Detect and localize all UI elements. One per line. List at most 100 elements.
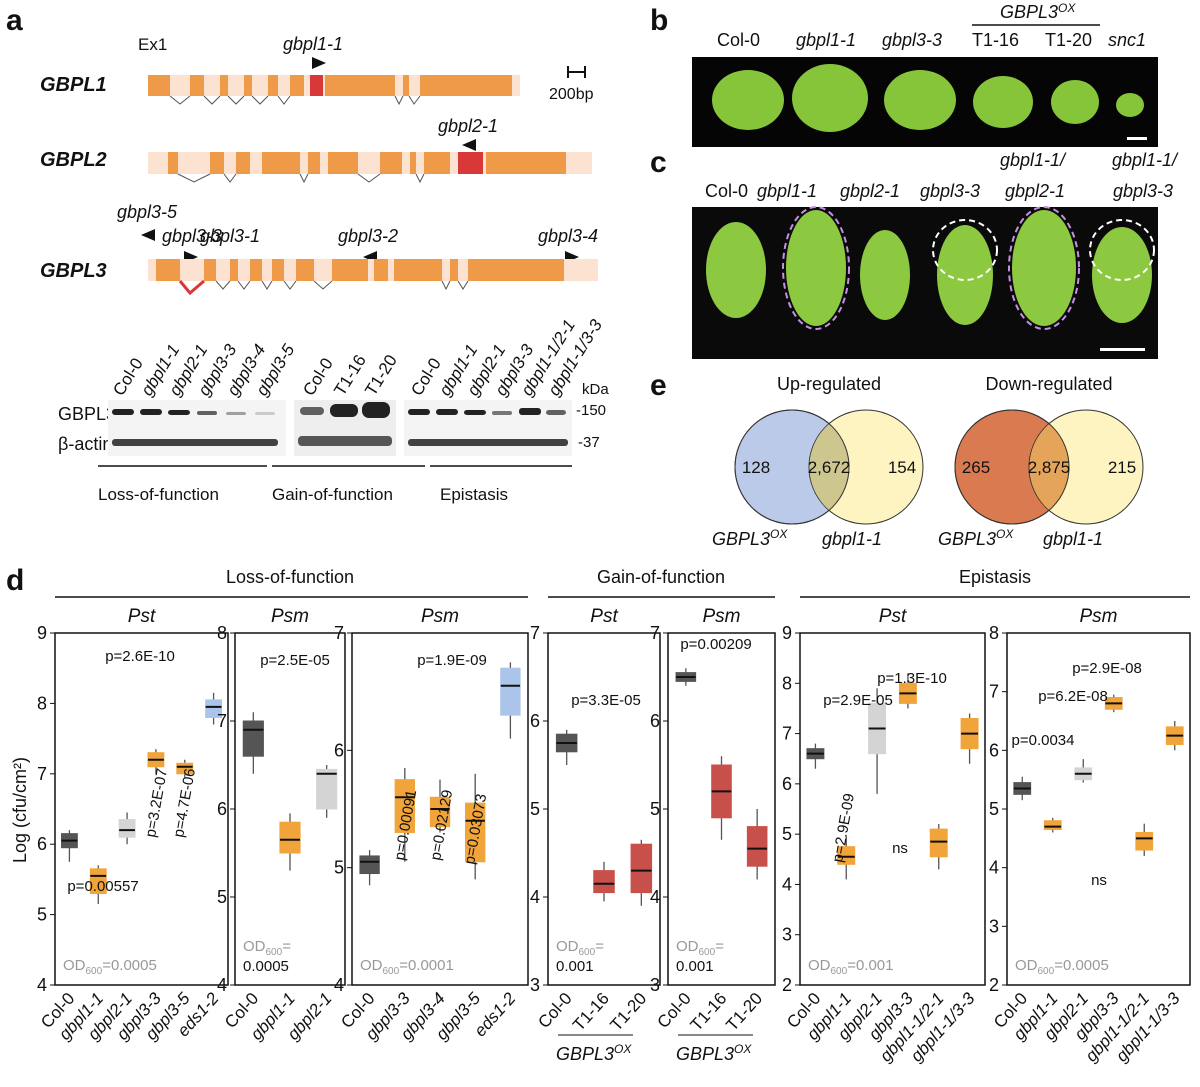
venn-count: 265 bbox=[962, 458, 990, 477]
od-sub: 600 bbox=[266, 947, 283, 958]
y-tick-label: 8 bbox=[217, 623, 227, 643]
box-chart: PsmCol-0gbpl1-1gbpl2-145678p=2.5E-05OD60… bbox=[217, 606, 346, 1044]
panel-c: gbpl1-1/ gbpl1-1/ Col-0 gbpl1-1 gbpl2-1 … bbox=[692, 150, 1179, 359]
footer-label: GBPL3OX bbox=[556, 1042, 632, 1064]
chart-title: Psm bbox=[1080, 606, 1118, 627]
footer-name: GBPL3 bbox=[676, 1044, 734, 1064]
od-value: = bbox=[282, 938, 291, 955]
box bbox=[118, 819, 136, 838]
y-tick-label: 4 bbox=[782, 874, 792, 894]
y-tick-label: 8 bbox=[37, 693, 47, 713]
annotation: p=1.9E-09 bbox=[417, 652, 487, 669]
set-label: gbpl1-1 bbox=[822, 529, 882, 549]
lane-label: Col-0 bbox=[299, 355, 337, 400]
y-tick-label: 5 bbox=[650, 799, 660, 819]
panel-label: d bbox=[6, 564, 24, 597]
plot-frame bbox=[799, 632, 986, 986]
gene-models: Ex1 200bp GBPL1 GBPL2 GBPL3 gbpl1-1 gbpl… bbox=[40, 34, 598, 296]
gene-name: GBPL3 bbox=[40, 260, 107, 282]
footer-sup: OX bbox=[734, 1042, 752, 1056]
y-tick-label: 5 bbox=[782, 824, 792, 844]
y-tick-label: 3 bbox=[989, 916, 999, 936]
annotation: p=2.6E-10 bbox=[105, 648, 175, 665]
od-value: 0.0005 bbox=[243, 958, 289, 975]
genotype-label: gbpl1-1/ bbox=[1000, 150, 1067, 170]
od-label: OD600= bbox=[676, 938, 724, 958]
box bbox=[279, 821, 301, 854]
y-tick-label: 3 bbox=[650, 975, 660, 995]
y-tick-label: 5 bbox=[989, 799, 999, 819]
od-value: =0.0005 bbox=[1054, 957, 1109, 974]
venn-title: Down-regulated bbox=[985, 374, 1112, 394]
lane-label: T1-16 bbox=[330, 351, 370, 399]
y-tick-label: 3 bbox=[782, 925, 792, 945]
lane-label: T1-20 bbox=[361, 351, 401, 399]
box bbox=[394, 779, 415, 833]
od-sub: 600 bbox=[699, 947, 716, 958]
annotation: p=2.5E-05 bbox=[260, 652, 330, 669]
chart-title: Pst bbox=[879, 606, 907, 627]
od-text: OD bbox=[676, 938, 699, 955]
annotation: ns bbox=[1091, 872, 1107, 889]
set-sup: OX bbox=[770, 527, 788, 541]
y-tick-label: 3 bbox=[530, 975, 540, 995]
row-label: β-actin bbox=[58, 434, 112, 454]
od-label: OD600=0.0001 bbox=[360, 957, 454, 977]
box-chart: PstCol-0T1-16T1-2034567p=3.3E-05OD600=0.… bbox=[530, 606, 661, 1064]
plot-frame bbox=[547, 632, 661, 986]
genotype-label: gbpl1-1/ bbox=[1112, 150, 1179, 170]
od-value: =0.0001 bbox=[399, 957, 454, 974]
box bbox=[1043, 820, 1062, 831]
plot-frame bbox=[351, 632, 529, 986]
y-tick-label: 7 bbox=[217, 711, 227, 731]
y-tick-label: 5 bbox=[37, 905, 47, 925]
exon-label: Ex1 bbox=[138, 35, 167, 54]
chart-title: Psm bbox=[421, 606, 459, 627]
chart-title: Psm bbox=[271, 606, 309, 627]
genotype-label: T1-20 bbox=[1045, 30, 1092, 50]
y-tick-label: 7 bbox=[334, 623, 344, 643]
box-chart: PstCol-0gbpl1-1gbpl2-1gbpl3-3gbpl1-1/2-1… bbox=[782, 606, 986, 1066]
scale-bar bbox=[567, 66, 586, 78]
box-chart: PsmCol-0gbpl3-3gbpl3-4gbpl3-5eds1-24567p… bbox=[334, 606, 529, 1044]
panel-label: c bbox=[650, 146, 667, 179]
genotype-label: gbpl3-3 bbox=[882, 30, 942, 50]
y-tick-label: 4 bbox=[217, 975, 227, 995]
group-label: Loss-of-function bbox=[226, 567, 354, 587]
marker-label: -150 bbox=[576, 402, 606, 419]
genotype-label: gbpl3-3 bbox=[920, 181, 980, 201]
annotation: ns bbox=[892, 840, 908, 857]
group-label: Epistasis bbox=[959, 567, 1031, 587]
footer-sup: OX bbox=[614, 1042, 632, 1056]
box bbox=[465, 802, 486, 863]
y-tick-label: 2 bbox=[989, 975, 999, 995]
y-axis-label: Log (cfu/cm²) bbox=[10, 757, 30, 863]
y-tick-label: 7 bbox=[989, 682, 999, 702]
od-label: OD600=0.0005 bbox=[63, 957, 157, 977]
genotype-label: gbpl2-1 bbox=[840, 181, 900, 201]
od-value: = bbox=[715, 938, 724, 955]
ox-label: GBPL3OX bbox=[1000, 1, 1076, 22]
y-tick-label: 5 bbox=[334, 858, 344, 878]
y-tick-label: 4 bbox=[989, 858, 999, 878]
od-label: OD600=0.0005 bbox=[1015, 957, 1109, 977]
y-tick-label: 8 bbox=[989, 623, 999, 643]
genotype-label: gbpl3-3 bbox=[1113, 181, 1173, 201]
y-tick-label: 9 bbox=[37, 623, 47, 643]
allele-label: gbpl3-3 bbox=[162, 226, 222, 246]
plot-frame bbox=[1006, 632, 1191, 986]
y-tick-label: 6 bbox=[650, 711, 660, 731]
y-tick-label: 7 bbox=[782, 724, 792, 744]
genotype-label: snc1 bbox=[1108, 30, 1146, 50]
unit-label: kDa bbox=[582, 381, 609, 398]
box bbox=[837, 846, 856, 865]
annotation: p=0.0034 bbox=[1012, 732, 1075, 749]
x-tick-label: T1-16 bbox=[569, 989, 613, 1035]
genotype-label: Col-0 bbox=[705, 181, 748, 201]
od-text: OD bbox=[63, 957, 86, 974]
y-tick-label: 7 bbox=[650, 623, 660, 643]
box bbox=[316, 768, 338, 810]
box bbox=[593, 870, 615, 894]
